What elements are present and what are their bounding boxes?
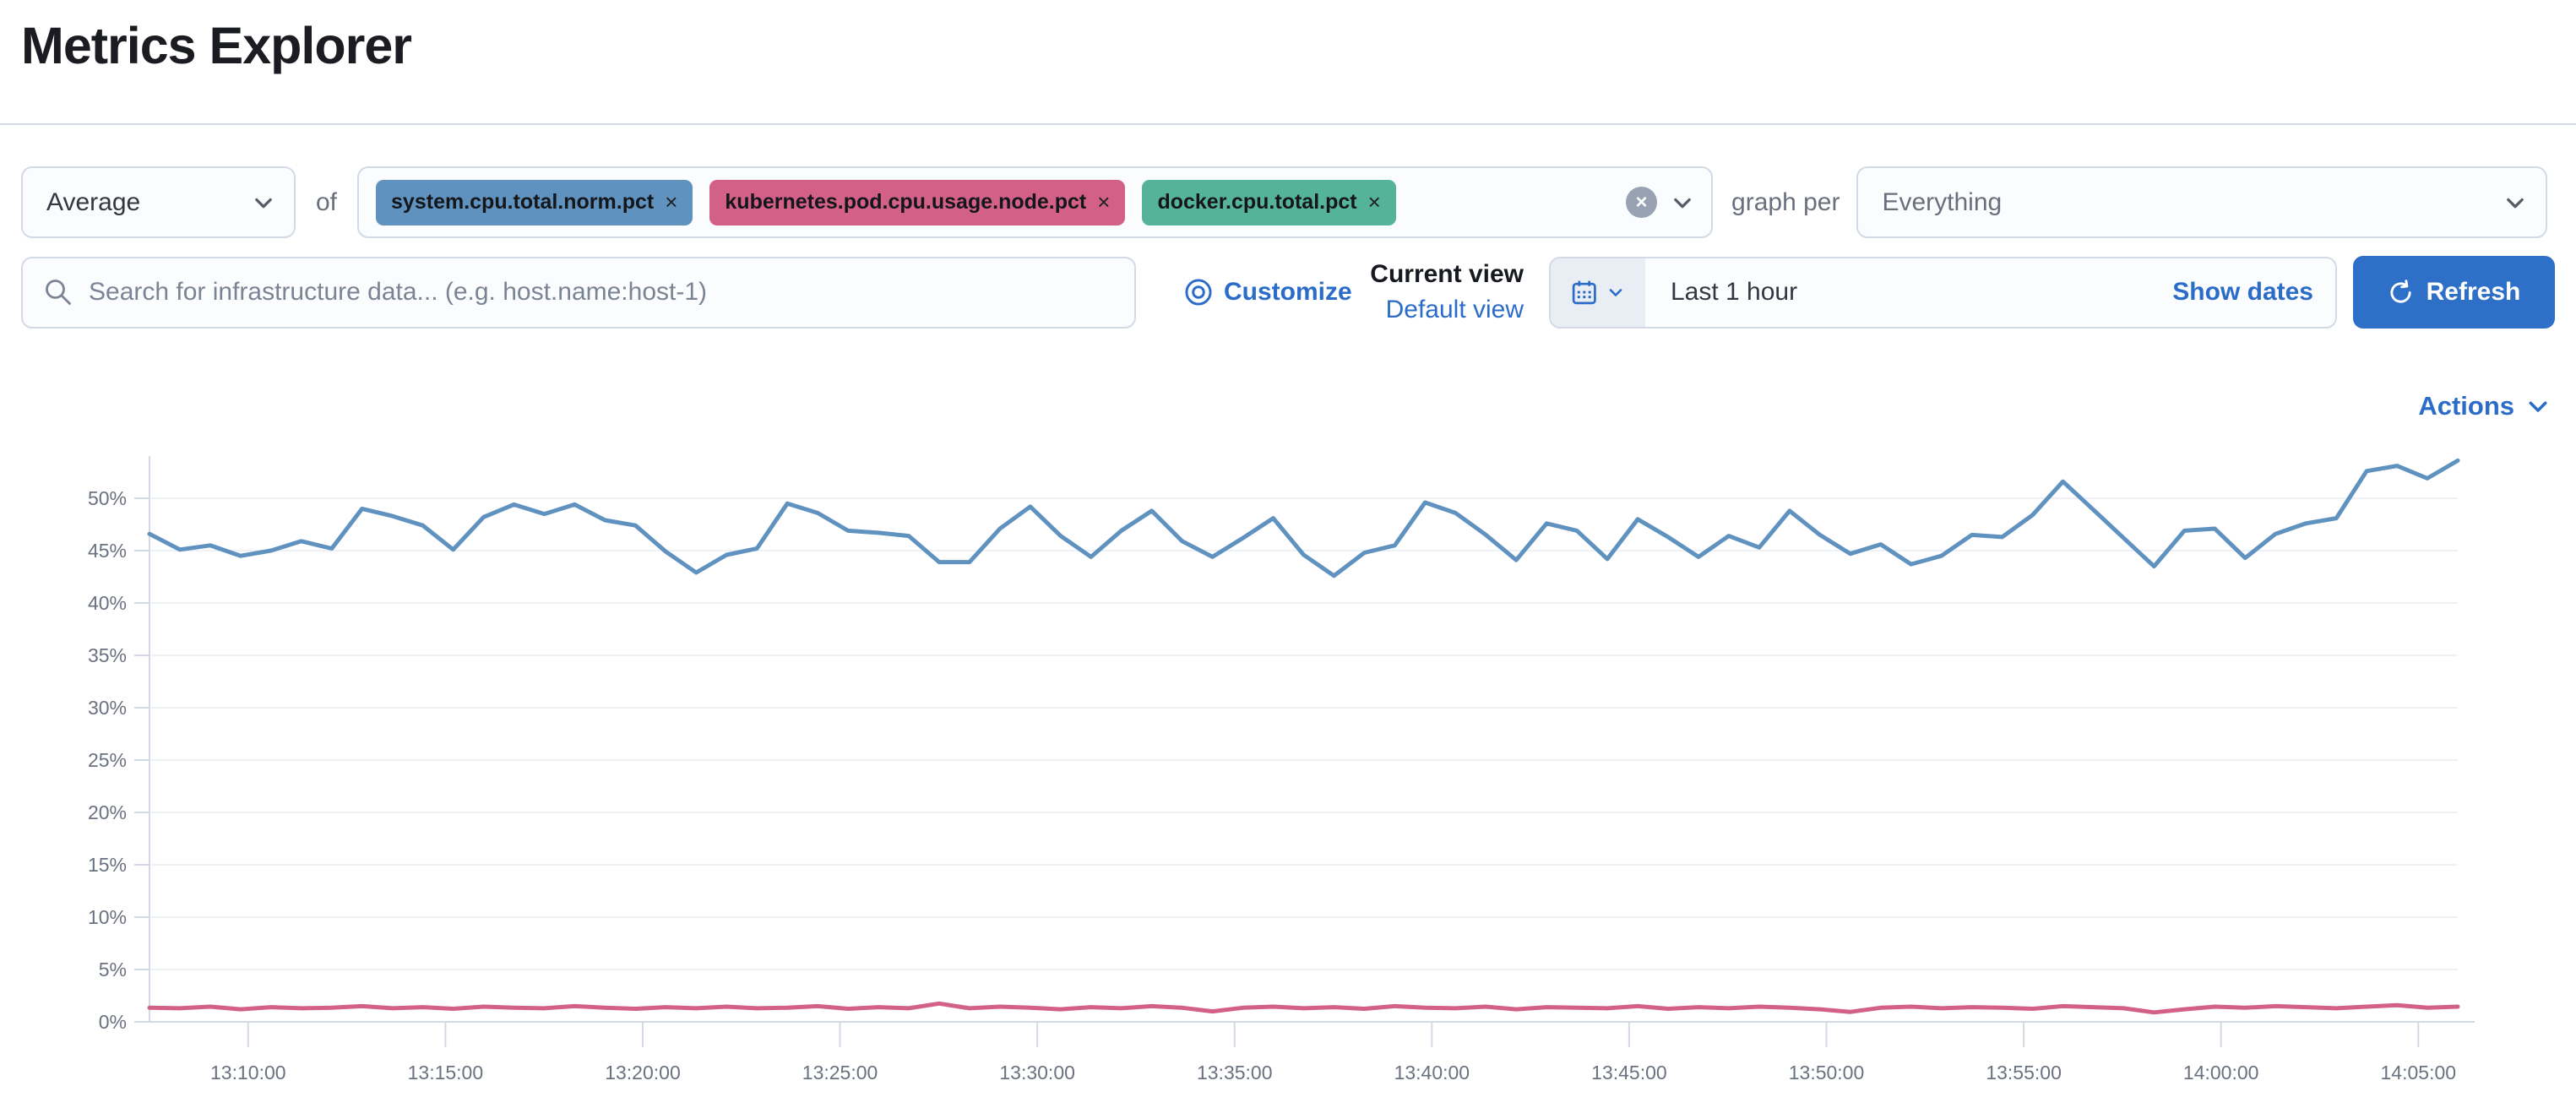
metrics-toolbar: Average of system.cpu.total.norm.pct × kub… [0,166,2576,238]
metric-badge-label: system.cpu.total.norm.pct [391,190,655,214]
series-line [147,1001,2460,1015]
customize-icon [1183,277,1214,307]
y-axis-label: 5% [99,959,127,980]
y-axis-label: 50% [88,487,127,509]
search-icon [43,277,73,307]
search-field[interactable] [21,256,1136,329]
metric-badge-list: system.cpu.total.norm.pct × kubernetes.pod… [376,179,1396,225]
x-axis-label: 13:55:00 [1986,1062,2062,1084]
search-input[interactable] [87,277,1114,307]
y-axis-label: 10% [88,906,127,928]
y-axis-label: 40% [88,592,127,614]
remove-metric-icon[interactable]: × [1097,189,1111,215]
of-label: of [316,187,338,216]
search-toolbar: Customize Current view Default view [0,256,2576,329]
y-axis-label: 35% [88,644,127,666]
actions-button[interactable]: Actions [2418,388,2551,424]
default-view-link[interactable]: Default view [1385,296,1524,323]
chevron-down-icon[interactable] [1671,191,1694,215]
y-axis-label: 0% [99,1011,127,1033]
y-axis-label: 25% [88,749,127,771]
metric-badge[interactable]: system.cpu.total.norm.pct × [376,179,693,225]
x-axis-label: 13:50:00 [1789,1062,1865,1084]
x-axis-label: 13:15:00 [408,1062,484,1084]
metrics-combobox[interactable]: system.cpu.total.norm.pct × kubernetes.pod… [357,166,1714,238]
refresh-icon [2388,279,2414,306]
y-axis-label: 30% [88,697,127,719]
group-by-value: Everything [1882,187,2003,216]
chevron-down-icon [2503,191,2527,215]
x-axis-label: 13:30:00 [999,1062,1075,1084]
x-axis-label: 13:35:00 [1197,1062,1273,1084]
metrics-chart[interactable]: 0% 5% 10% 15% 20% 25% 30% 35% 40% 45% 50% 13:10:00 1… [0,439,2576,1108]
x-axis-label: 13:40:00 [1394,1062,1470,1084]
y-axis-label: 15% [88,854,127,876]
remove-metric-icon[interactable]: × [665,189,678,215]
show-dates-button[interactable]: Show dates [2172,278,2313,306]
metric-badge-label: kubernetes.pod.cpu.usage.node.pct [725,190,1087,214]
page-title: Metrics Explorer [21,17,412,74]
metric-badge-label: docker.cpu.total.pct [1157,190,1357,214]
series-line [147,458,2460,578]
x-axis-label: 13:45:00 [1591,1062,1667,1084]
group-by-select[interactable]: Everything [1856,166,2548,238]
y-axis-label: 45% [88,540,127,562]
y-axis-label: 20% [88,801,127,823]
x-axis-label: 14:00:00 [2183,1062,2259,1084]
customize-label: Customize [1224,278,1352,306]
x-axis-label: 13:20:00 [605,1062,681,1084]
time-range-value[interactable]: Last 1 hour [1671,278,1798,306]
header-divider [0,123,2576,125]
chevron-down-icon [2525,394,2551,419]
quick-select-button[interactable] [1551,258,1645,327]
chevron-down-icon [252,191,275,215]
refresh-label: Refresh [2426,278,2521,306]
metric-badge[interactable]: kubernetes.pod.cpu.usage.node.pct × [709,179,1126,225]
chevron-down-icon [1606,282,1626,302]
graph-per-label: graph per [1731,187,1840,216]
chart-area: 0% 5% 10% 15% 20% 25% 30% 35% 40% 45% 50% 13:10:00 1… [0,439,2576,1108]
current-view-label: Current view [1370,260,1524,288]
actions-label: Actions [2418,391,2514,421]
customize-button[interactable]: Customize [1183,277,1352,307]
calendar-icon [1570,279,1598,307]
aggregation-select[interactable]: Average [21,166,296,238]
aggregation-value: Average [46,187,141,216]
x-axis-label: 13:10:00 [210,1062,286,1084]
chart-header: Actions [0,388,2576,424]
metric-badge[interactable]: docker.cpu.total.pct × [1142,179,1396,225]
x-axis-label: 13:25:00 [802,1062,878,1084]
clear-metrics-icon[interactable]: × [1626,187,1658,218]
remove-metric-icon[interactable]: × [1367,189,1381,215]
saved-view-control: Current view Default view [1370,257,1524,328]
date-picker: Last 1 hour Show dates [1549,256,2337,329]
refresh-button[interactable]: Refresh [2353,256,2555,329]
x-axis-label: 14:05:00 [2381,1062,2457,1084]
